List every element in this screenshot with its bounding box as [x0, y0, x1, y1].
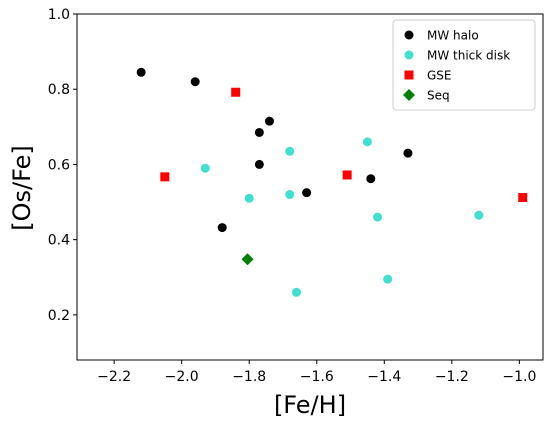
ticks: −2.2 −2.0 −1.8 −1.6 −1.4 −1.2 −1.0 0.2 0.4 0.6 0.8…: [48, 7, 537, 385]
legend-frame: [392, 19, 536, 111]
y-tick-label: 0.8: [48, 82, 70, 98]
data-point-mw-thick-disk: [362, 137, 372, 147]
data-point-mw-thick-disk: [291, 287, 301, 297]
series-mw-halo: [136, 67, 413, 233]
data-points: [136, 67, 528, 297]
series-seq: [241, 253, 254, 266]
legend-marker-gse: [404, 70, 414, 80]
data-point-mw-halo: [366, 174, 376, 184]
legend-item-mw-halo: MW halo: [404, 29, 479, 43]
y-axis-label: [Os/Fe]: [8, 145, 36, 230]
legend-label: Seq: [427, 89, 450, 103]
data-point-gse: [231, 87, 241, 97]
x-tick-label: −1.6: [300, 369, 334, 385]
y-tick-label: 0.4: [48, 233, 70, 249]
data-point-mw-halo: [264, 116, 274, 126]
data-point-mw-halo: [136, 67, 146, 77]
legend-item-gse: GSE: [404, 69, 452, 83]
legend-marker-mw-thick-disk: [404, 50, 414, 60]
legend: MW halo MW thick disk GSE Seq: [392, 19, 536, 111]
legend-marker-seq: [403, 89, 415, 101]
data-point-mw-thick-disk: [200, 163, 210, 173]
legend-label: MW thick disk: [427, 49, 510, 63]
y-tick-label: 0.2: [48, 308, 70, 324]
x-axis-label: [Fe/H]: [274, 391, 346, 419]
x-tick-label: −2.0: [165, 369, 199, 385]
data-point-gse: [518, 193, 528, 203]
y-tick-label: 1.0: [48, 7, 70, 23]
data-point-mw-halo: [217, 223, 227, 233]
legend-item-seq: Seq: [403, 89, 450, 103]
x-tick-label: −1.0: [502, 369, 536, 385]
x-tick-label: −1.4: [367, 369, 401, 385]
data-point-mw-thick-disk: [285, 146, 295, 156]
series-mw-thick-disk: [200, 137, 484, 297]
series-gse: [160, 87, 528, 203]
data-point-mw-thick-disk: [285, 190, 295, 200]
legend-item-mw-thick-disk: MW thick disk: [404, 49, 510, 63]
data-point-mw-halo: [302, 188, 312, 198]
plot-frame: [76, 13, 544, 361]
x-tick-label: −1.8: [232, 369, 266, 385]
data-point-seq: [241, 253, 254, 266]
data-point-mw-thick-disk: [373, 212, 383, 222]
legend-marker-mw-halo: [404, 30, 414, 40]
data-point-mw-thick-disk: [244, 193, 254, 203]
axes: [76, 13, 544, 361]
data-point-mw-halo: [190, 77, 200, 87]
data-point-mw-halo: [254, 127, 264, 137]
y-tick-label: 0.6: [48, 157, 70, 173]
data-point-mw-thick-disk: [383, 274, 393, 284]
x-tick-label: −1.2: [435, 369, 469, 385]
data-point-gse: [160, 172, 170, 182]
data-point-mw-halo: [254, 159, 264, 169]
legend-label: MW halo: [427, 29, 479, 43]
data-point-mw-halo: [403, 148, 413, 158]
data-point-mw-thick-disk: [474, 210, 484, 220]
legend-label: GSE: [427, 69, 452, 83]
data-point-gse: [342, 170, 352, 180]
x-tick-label: −2.2: [97, 369, 131, 385]
